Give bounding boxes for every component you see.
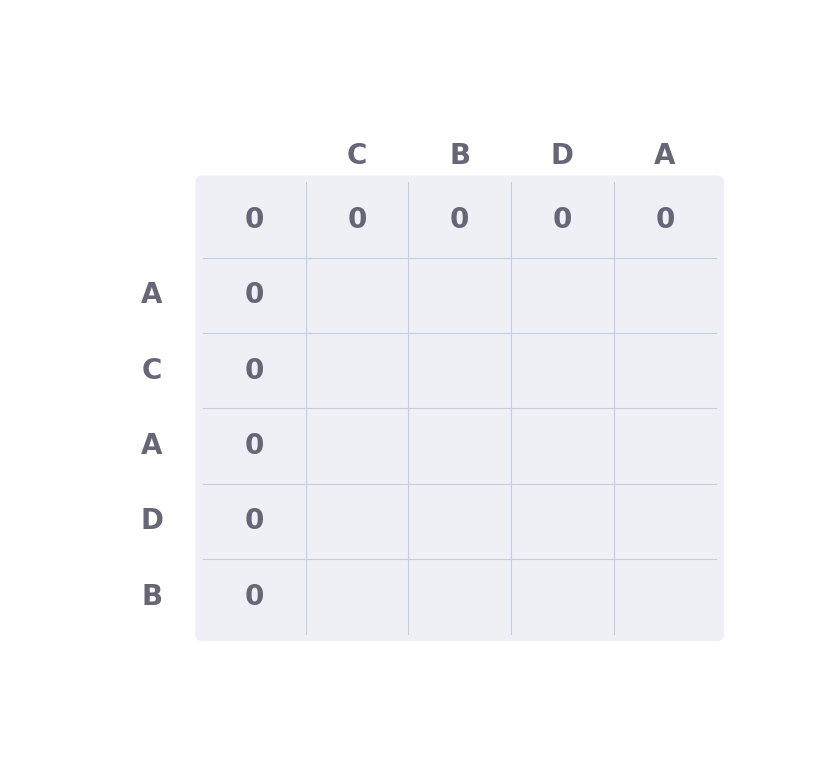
Text: 0: 0 <box>654 206 674 234</box>
Text: 0: 0 <box>552 206 571 234</box>
Text: D: D <box>550 142 573 170</box>
FancyBboxPatch shape <box>195 175 723 641</box>
Text: C: C <box>347 142 366 170</box>
Text: D: D <box>140 507 163 535</box>
Text: A: A <box>653 142 675 170</box>
Text: 0: 0 <box>244 206 264 234</box>
Text: 0: 0 <box>244 432 264 460</box>
Text: 0: 0 <box>347 206 366 234</box>
Text: A: A <box>141 281 162 309</box>
Text: 0: 0 <box>244 357 264 385</box>
Text: B: B <box>141 582 162 610</box>
Text: 0: 0 <box>244 281 264 309</box>
Text: C: C <box>141 357 161 385</box>
Text: B: B <box>448 142 470 170</box>
Text: 0: 0 <box>244 582 264 610</box>
Text: 0: 0 <box>244 507 264 535</box>
Text: A: A <box>141 432 162 460</box>
Text: 0: 0 <box>449 206 469 234</box>
